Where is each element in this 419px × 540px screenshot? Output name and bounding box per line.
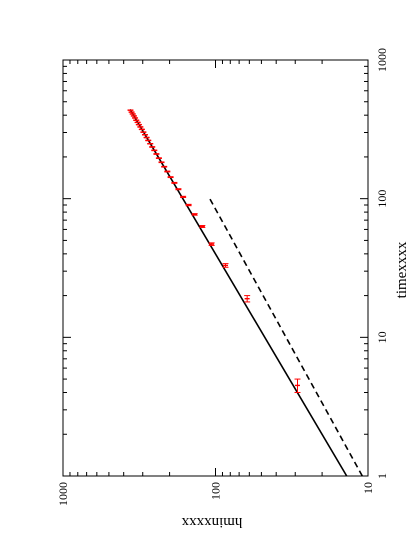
data-point [185,203,192,207]
data-point [294,378,301,394]
data-point [222,263,229,268]
data-point [158,161,165,164]
data-point [171,181,178,184]
data-point [155,157,162,159]
data-point [180,195,187,198]
data-point [161,165,168,168]
fit-lines [129,108,364,477]
data-point [208,242,215,246]
y-tick-label: 10 [361,482,375,494]
x-tick-label: 1000 [375,48,389,72]
x-tick-label: 1 [375,473,389,479]
data-point [151,149,158,152]
y-tick-label: 100 [209,482,223,500]
data-point [191,213,198,216]
data-point [175,188,182,191]
dashed-reference-line [209,198,364,477]
x-axis-title: timexxxx [394,241,410,298]
data-point [199,225,206,228]
x-tick-label: 10 [375,331,389,343]
x-tick-label: 100 [375,190,389,208]
y-axis-title: hminxxxx [181,514,242,530]
data-points [127,109,301,394]
y-tick-label: 1000 [56,482,70,506]
data-point [153,153,160,155]
data-point [164,170,171,173]
data-point [149,146,156,148]
axis-ticks [63,60,369,477]
data-point [244,295,251,303]
data-point [167,176,174,179]
solid-fit-line [129,108,348,477]
plot-frame [62,59,369,477]
